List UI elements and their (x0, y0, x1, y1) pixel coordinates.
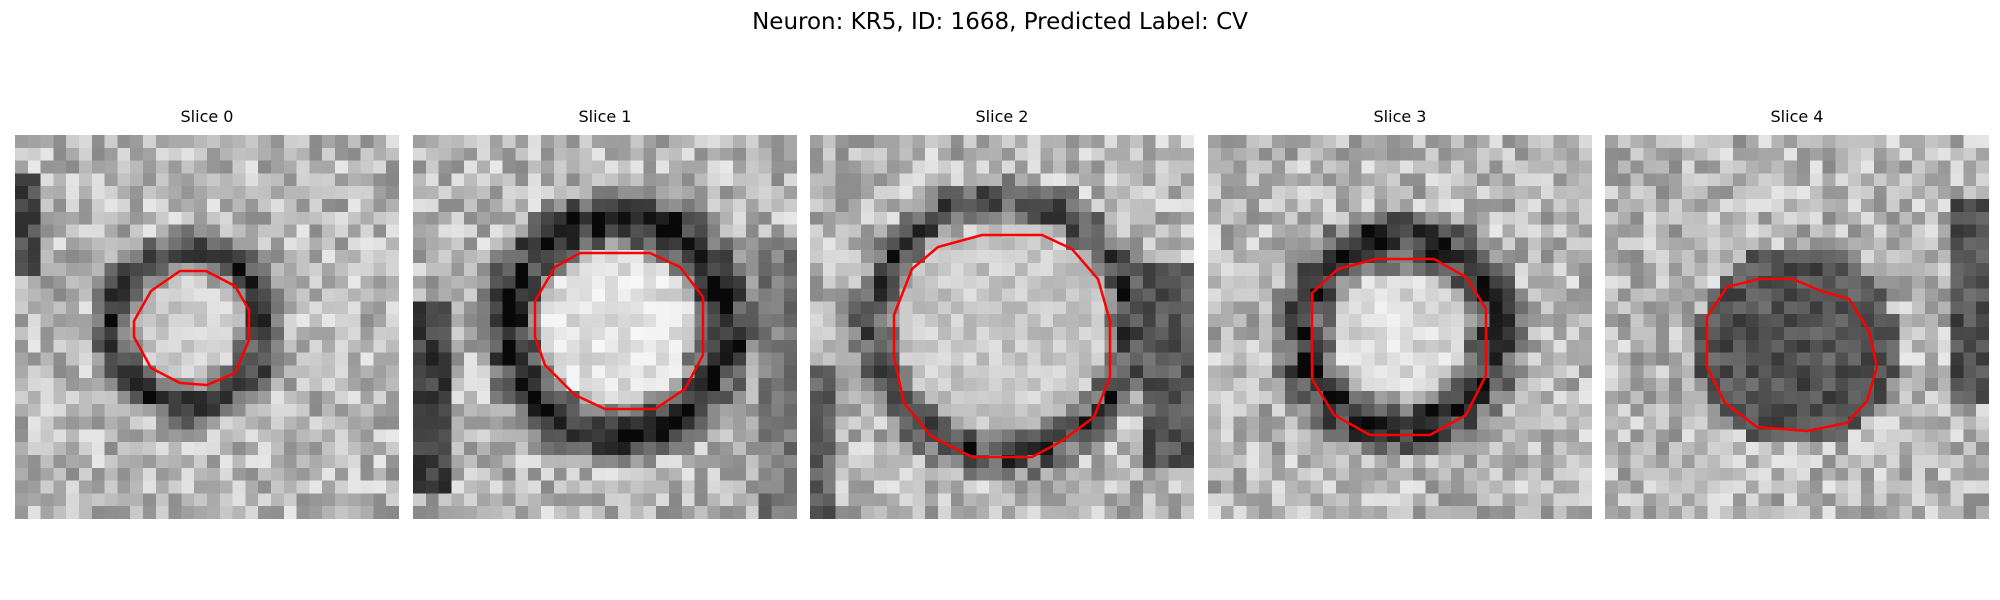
pixel-grid (1208, 135, 1592, 519)
pixel-grid (15, 135, 399, 519)
segmentation-contour (1310, 257, 1488, 437)
pixel-grid (1605, 135, 1989, 519)
slice-panel-1: Slice 1 (413, 107, 797, 519)
pixel-grid (810, 135, 1194, 519)
slice-panel-0: Slice 0 (15, 107, 399, 519)
slice-panel-3: Slice 3 (1208, 107, 1592, 519)
slice-title: Slice 1 (578, 107, 632, 126)
segmentation-contour (1705, 277, 1879, 433)
slice-panel-4: Slice 4 (1605, 107, 1989, 519)
segmentation-contour (132, 269, 251, 387)
slice-image (413, 135, 797, 519)
figure-title: Neuron: KR5, ID: 1668, Predicted Label: … (752, 9, 1248, 35)
slice-title: Slice 3 (1373, 107, 1427, 126)
slice-panel-2: Slice 2 (810, 107, 1194, 519)
slice-title: Slice 2 (975, 107, 1029, 126)
segmentation-contour (533, 251, 705, 411)
pixel-grid (413, 135, 797, 519)
slice-title: Slice 4 (1770, 107, 1824, 126)
segmentation-contour (892, 233, 1112, 459)
slice-image (1208, 135, 1592, 519)
slice-image (1605, 135, 1989, 519)
slice-image (810, 135, 1194, 519)
slice-title: Slice 0 (180, 107, 234, 126)
slice-image (15, 135, 399, 519)
